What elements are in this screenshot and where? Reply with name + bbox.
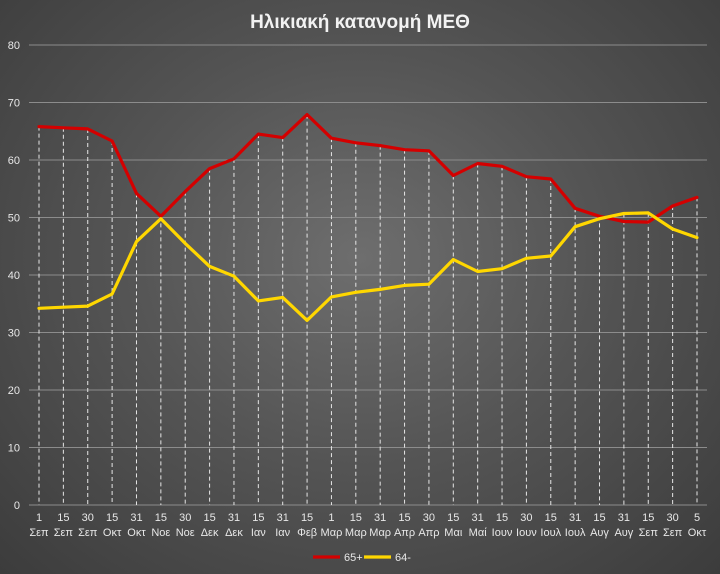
x-tick-day: 31	[277, 512, 289, 524]
x-tick-month: Μαι	[444, 527, 463, 539]
x-tick-month: Οκτ	[688, 527, 707, 539]
x-tick-day: 15	[496, 512, 508, 524]
x-tick-month: Φεβ	[297, 527, 317, 539]
x-tick-month: Ιουν	[516, 527, 537, 539]
series-line-age-64-minus	[37, 211, 699, 322]
series-line-age-65-plus	[37, 112, 699, 224]
x-tick-day: 31	[618, 512, 630, 524]
x-tick-month: Αυγ	[590, 527, 609, 539]
y-tick-label: 0	[14, 500, 20, 512]
legend-label: 64-	[395, 552, 411, 564]
x-tick-day: 15	[545, 512, 557, 524]
x-tick-day: 15	[57, 512, 69, 524]
x-tick-month: Οκτ	[103, 527, 122, 539]
x-tick-month: Ιαν	[275, 527, 290, 539]
x-tick-day: 15	[398, 512, 410, 524]
x-tick-day: 31	[130, 512, 142, 524]
x-tick-month: Σεπ	[663, 527, 683, 539]
x-tick-month: Σεπ	[54, 527, 74, 539]
chart-title: Ηλικιακή κατανομή ΜΕΘ	[250, 12, 470, 33]
x-tick-day: 31	[228, 512, 240, 524]
x-tick-month: Μαρ	[321, 527, 343, 539]
x-tick-month: Ιουλ	[540, 527, 561, 539]
x-tick-day: 30	[520, 512, 532, 524]
x-tick-month: Μαρ	[345, 527, 367, 539]
x-tick-day: 15	[593, 512, 605, 524]
y-tick-label: 60	[8, 155, 20, 167]
x-tick-day: 1	[328, 512, 334, 524]
x-tick-month: Ιαν	[251, 527, 266, 539]
x-tick-month: Νοε	[176, 527, 195, 539]
legend: 65+ 64-	[313, 552, 411, 564]
x-tick-day: 15	[203, 512, 215, 524]
x-tick-day: 15	[106, 512, 118, 524]
x-tick-day: 15	[301, 512, 313, 524]
x-tick-day: 15	[155, 512, 167, 524]
y-tick-label: 80	[8, 40, 20, 52]
x-tick-day: 31	[374, 512, 386, 524]
x-tick-month: Μαί	[469, 527, 488, 539]
x-tick-month: Ιουν	[492, 527, 513, 539]
x-tick-day: 15	[447, 512, 459, 524]
x-tick-day: 30	[423, 512, 435, 524]
x-tick-month: Απρ	[394, 527, 415, 539]
x-tick-month: Οκτ	[127, 527, 146, 539]
x-tick-month: Νοε	[151, 527, 170, 539]
x-tick-month: Σεπ	[29, 527, 49, 539]
x-tick-day: 31	[472, 512, 484, 524]
x-tick-day: 15	[642, 512, 654, 524]
x-tick-day: 5	[694, 512, 700, 524]
x-tick-month: Σεπ	[78, 527, 98, 539]
x-tick-month: Απρ	[418, 527, 439, 539]
y-tick-label: 50	[8, 213, 20, 225]
x-tick-day: 30	[667, 512, 679, 524]
series-lines	[37, 112, 699, 322]
x-tick-month: Δεκ	[225, 527, 243, 539]
x-tick-month: Δεκ	[201, 527, 219, 539]
y-tick-label: 20	[8, 385, 20, 397]
x-tick-month: Αυγ	[614, 527, 633, 539]
x-tick-day: 30	[179, 512, 191, 524]
y-axis-ticks: 0 10 20 30 40 50 60 70 80	[8, 40, 20, 512]
x-tick-day: 15	[350, 512, 362, 524]
x-tick-day: 30	[82, 512, 94, 524]
x-tick-month: Ιουλ	[565, 527, 586, 539]
x-tick-day: 31	[569, 512, 581, 524]
y-tick-label: 70	[8, 98, 20, 110]
x-tick-month: Μαρ	[369, 527, 391, 539]
x-axis-ticks: 1Σεπ15Σεπ30Σεπ15Οκτ31Οκτ15Νοε30Νοε15Δεκ3…	[29, 512, 707, 539]
grid-lines	[29, 44, 707, 506]
x-tick-day: 15	[252, 512, 264, 524]
y-tick-label: 40	[8, 270, 20, 282]
x-tick-month: Σεπ	[639, 527, 659, 539]
y-tick-label: 10	[8, 443, 20, 455]
legend-label: 65+	[344, 552, 363, 564]
y-tick-label: 30	[8, 328, 20, 340]
x-tick-day: 1	[36, 512, 42, 524]
